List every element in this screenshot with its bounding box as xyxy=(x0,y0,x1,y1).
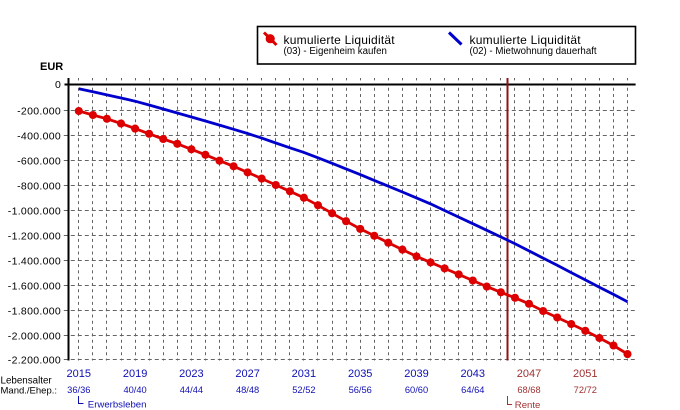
svg-text:-600.000: -600.000 xyxy=(17,156,61,168)
svg-text:kumulierte Liquidität: kumulierte Liquidität xyxy=(284,33,396,47)
svg-text:Erwerbsleben: Erwerbsleben xyxy=(88,399,147,410)
svg-text:2039: 2039 xyxy=(404,368,428,380)
svg-text:2019: 2019 xyxy=(123,368,147,380)
svg-text:60/60: 60/60 xyxy=(405,385,428,395)
svg-text:2023: 2023 xyxy=(179,368,203,380)
svg-text:EUR: EUR xyxy=(40,61,63,73)
svg-text:2051: 2051 xyxy=(573,368,597,380)
svg-text:-2.000.000: -2.000.000 xyxy=(8,331,61,343)
svg-text:Rente: Rente xyxy=(515,400,541,410)
svg-text:-200.000: -200.000 xyxy=(17,106,61,118)
svg-text:40/40: 40/40 xyxy=(123,385,146,395)
svg-text:64/64: 64/64 xyxy=(461,385,484,395)
svg-text:-1.800.000: -1.800.000 xyxy=(8,306,61,318)
svg-text:-1.400.000: -1.400.000 xyxy=(8,256,61,268)
svg-text:2027: 2027 xyxy=(235,368,259,380)
svg-text:0: 0 xyxy=(55,79,61,91)
svg-text:44/44: 44/44 xyxy=(180,385,203,395)
svg-text:-800.000: -800.000 xyxy=(17,181,61,193)
svg-text:2035: 2035 xyxy=(348,368,372,380)
svg-text:Lebensalter: Lebensalter xyxy=(1,375,53,386)
svg-text:2043: 2043 xyxy=(461,368,485,380)
svg-text:(02) - Mietwohnung dauerhaft: (02) - Mietwohnung dauerhaft xyxy=(470,46,597,57)
svg-text:56/56: 56/56 xyxy=(349,385,372,395)
svg-text:72/72: 72/72 xyxy=(574,385,597,395)
svg-text:-1.200.000: -1.200.000 xyxy=(8,231,61,243)
svg-text:2015: 2015 xyxy=(67,368,91,380)
svg-text:-400.000: -400.000 xyxy=(17,131,61,143)
svg-text:2047: 2047 xyxy=(517,368,541,380)
svg-text:Mand./Ehep.:: Mand./Ehep.: xyxy=(1,385,58,396)
svg-text:2031: 2031 xyxy=(292,368,316,380)
svg-text:kumulierte Liquidität: kumulierte Liquidität xyxy=(470,33,582,47)
svg-text:36/36: 36/36 xyxy=(67,385,90,395)
svg-text:-1.000.000: -1.000.000 xyxy=(8,206,61,218)
svg-text:(03) - Eigenheim kaufen: (03) - Eigenheim kaufen xyxy=(284,46,387,57)
svg-text:-2.200.000: -2.200.000 xyxy=(8,355,61,367)
svg-text:52/52: 52/52 xyxy=(292,385,315,395)
svg-text:-1.600.000: -1.600.000 xyxy=(8,281,61,293)
svg-text:68/68: 68/68 xyxy=(517,385,540,395)
svg-text:48/48: 48/48 xyxy=(236,385,259,395)
